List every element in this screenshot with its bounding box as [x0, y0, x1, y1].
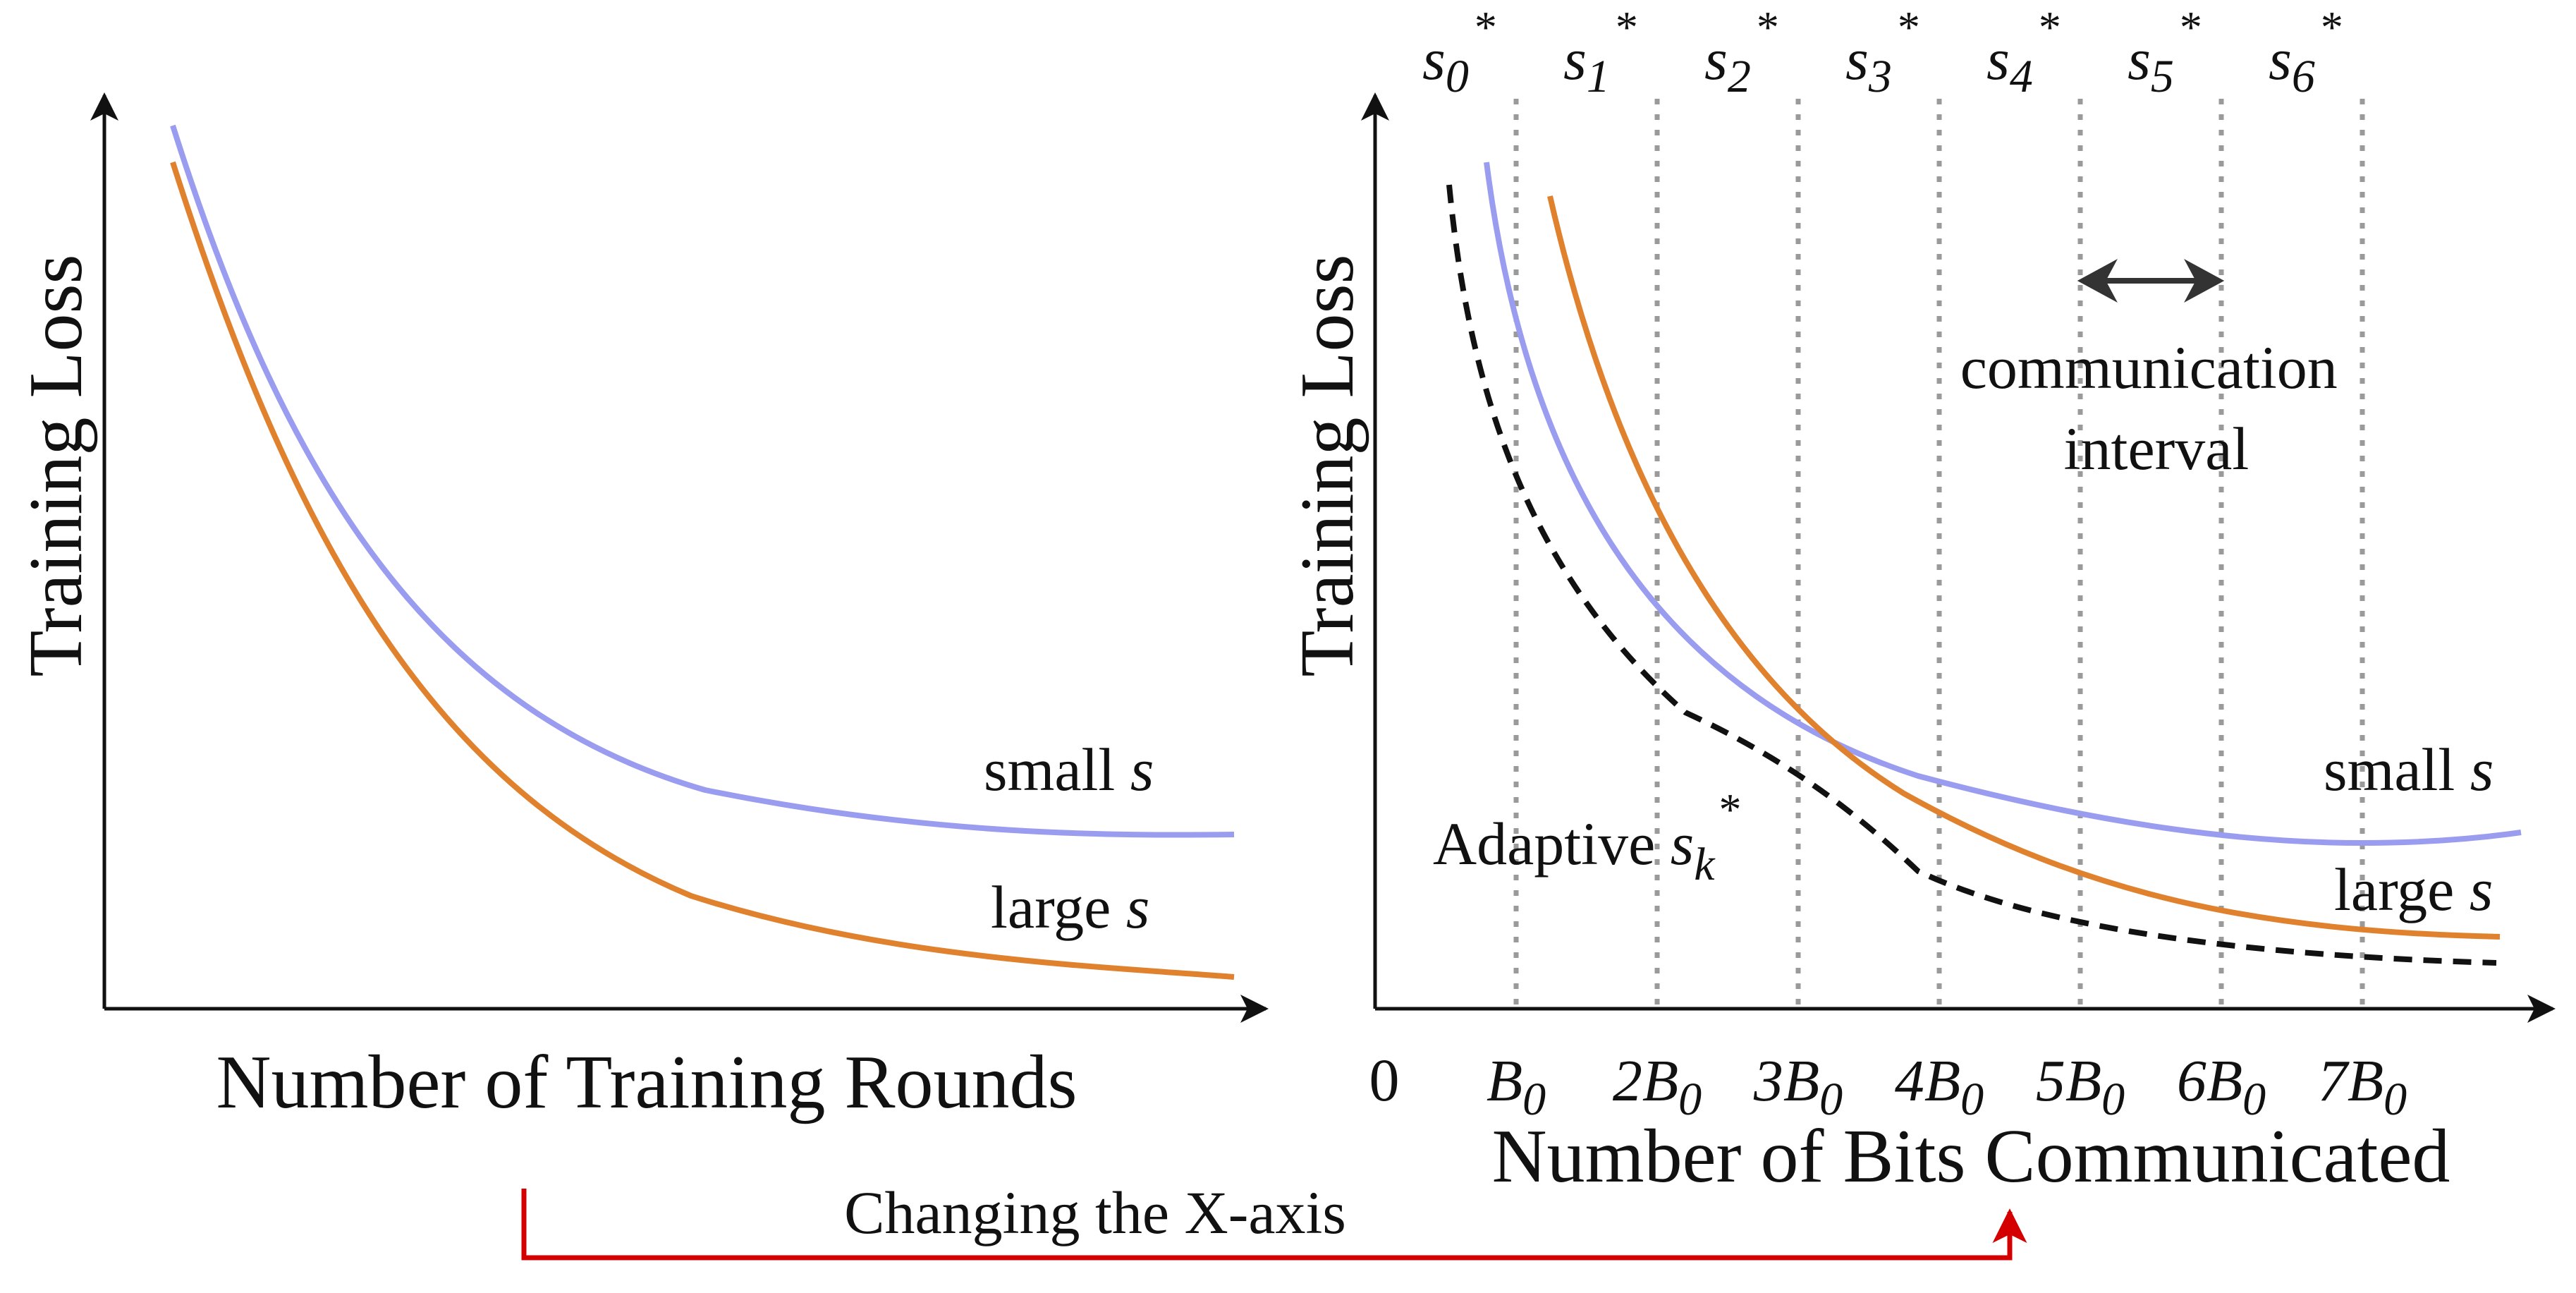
- change-axis-arrow-path: [521, 1189, 2027, 1261]
- x-tick-label-3: 3B0: [1753, 1048, 1843, 1125]
- left-large-s-label: large s: [991, 873, 1149, 941]
- left-x-axis-label: Number of Training Rounds: [216, 1040, 1077, 1124]
- x-tick-label-7: 7B0: [2318, 1048, 2407, 1125]
- left-panel: Training Loss Number of Training Rounds …: [14, 92, 1269, 1124]
- change-axis-label: Changing the X-axis: [844, 1179, 1346, 1246]
- adaptive-label: Adaptive sk*: [1433, 784, 1742, 890]
- left-y-axis-label: Training Loss: [14, 254, 98, 676]
- s-star-label-4: s4*: [1986, 2, 2061, 102]
- x-tick-label-2: 2B0: [1613, 1048, 1702, 1125]
- communication-interval-label: communication interval: [1960, 334, 2352, 482]
- right-origin-label: 0: [1369, 1046, 1400, 1114]
- x-tick-label-6: 6B0: [2177, 1048, 2266, 1125]
- s-star-labels: s0* s1* s2* s3* s4* s5* s6*: [1422, 2, 2343, 102]
- right-large-s-label: large s: [2334, 856, 2493, 923]
- s-star-label-2: s2*: [1704, 2, 1779, 102]
- x-tick-label-1: B0: [1487, 1048, 1546, 1125]
- right-panel: communication interval Training Loss Num…: [1286, 2, 2556, 1198]
- right-y-axis-label: Training Loss: [1286, 254, 1369, 676]
- change-axis-arrow: Changing the X-axis: [521, 1179, 2027, 1261]
- x-tick-label-4: 4B0: [1895, 1048, 1984, 1125]
- s-star-label-5: s5*: [2128, 2, 2202, 102]
- s-star-label-1: s1*: [1563, 2, 1638, 102]
- x-tick-label-5: 5B0: [2036, 1048, 2125, 1125]
- s-star-label-0: s0*: [1422, 2, 1497, 102]
- right-small-s-curve: [1484, 162, 2522, 846]
- left-large-s-curve: [170, 161, 1235, 980]
- right-large-s-curve: [1547, 195, 2501, 940]
- s-star-label-6: s6*: [2269, 2, 2343, 102]
- communication-interval-arrow: [2077, 259, 2225, 303]
- left-small-s-label: small s: [984, 736, 1154, 803]
- left-small-s-curve: [170, 124, 1235, 838]
- right-small-s-label: small s: [2324, 736, 2493, 803]
- right-x-axis-label: Number of Bits Communicated: [1492, 1115, 2450, 1198]
- right-adaptive-curve: [1446, 184, 2497, 966]
- x-tick-labels: B0 2B0 3B0 4B0 5B0 6B0 7B0: [1487, 1048, 2407, 1125]
- communication-gridlines: [1513, 99, 2365, 1009]
- s-star-label-3: s3*: [1845, 2, 1920, 102]
